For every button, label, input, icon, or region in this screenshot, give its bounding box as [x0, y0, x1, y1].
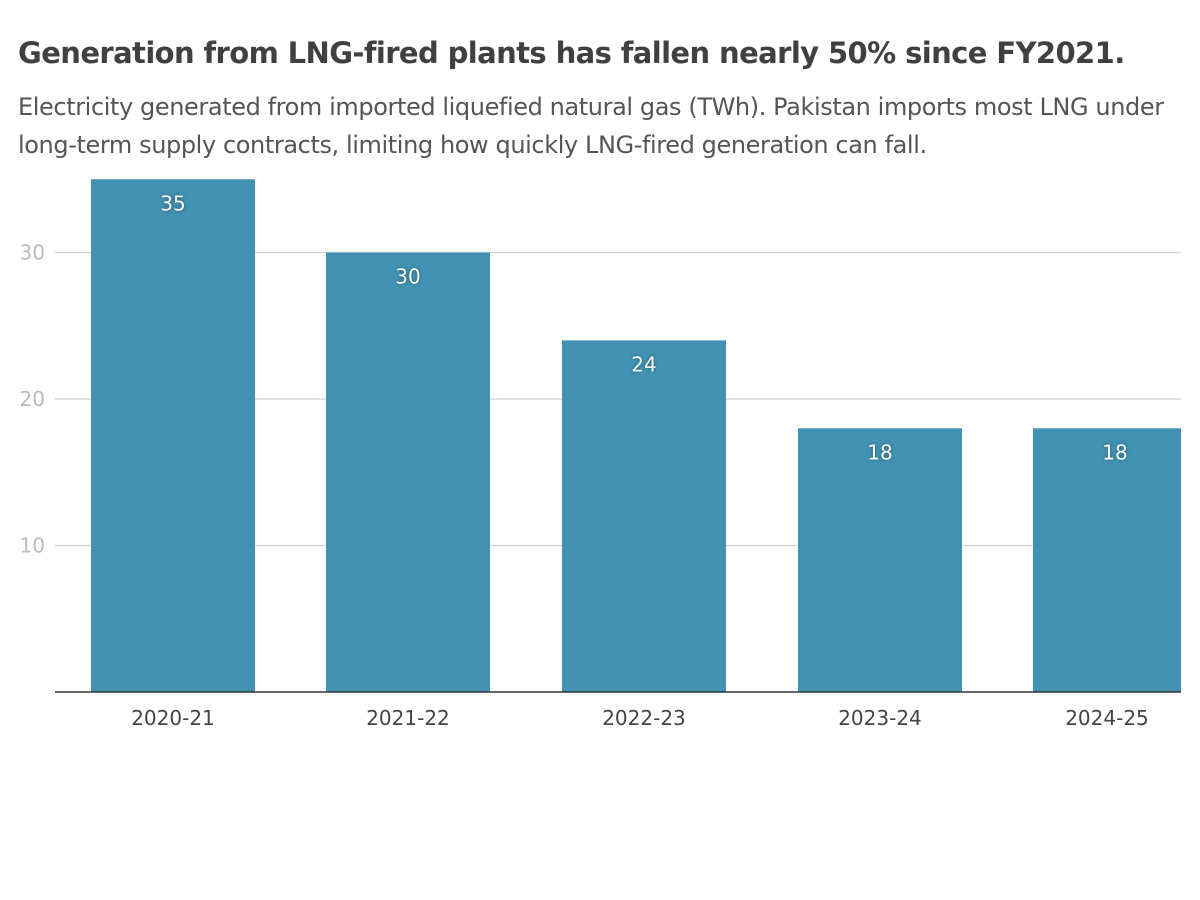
bar-value-label: 35	[160, 191, 185, 215]
bar	[326, 252, 490, 692]
bar	[798, 428, 962, 692]
x-tick-label: 2023-24	[838, 706, 922, 730]
x-tick-label: 2024-25	[1065, 706, 1149, 730]
bar-value-label: 24	[631, 352, 656, 376]
bar-value-label: 30	[395, 265, 420, 289]
bar	[91, 179, 255, 692]
x-tick-label: 2021-22	[366, 706, 450, 730]
bar-value-label: 18	[867, 440, 892, 464]
chart-subtitle: Electricity generated from imported liqu…	[18, 93, 1164, 159]
y-tick-label: 20	[20, 387, 45, 411]
x-tick-label: 2020-21	[131, 706, 215, 730]
y-tick-label: 10	[20, 534, 45, 558]
chart-title: Generation from LNG-fired plants has fal…	[18, 36, 1125, 70]
bar	[562, 340, 726, 692]
y-tick-label: 30	[20, 241, 45, 265]
bar	[1033, 428, 1181, 692]
bar-value-label: 18	[1102, 440, 1127, 464]
x-tick-label: 2022-23	[602, 706, 686, 730]
